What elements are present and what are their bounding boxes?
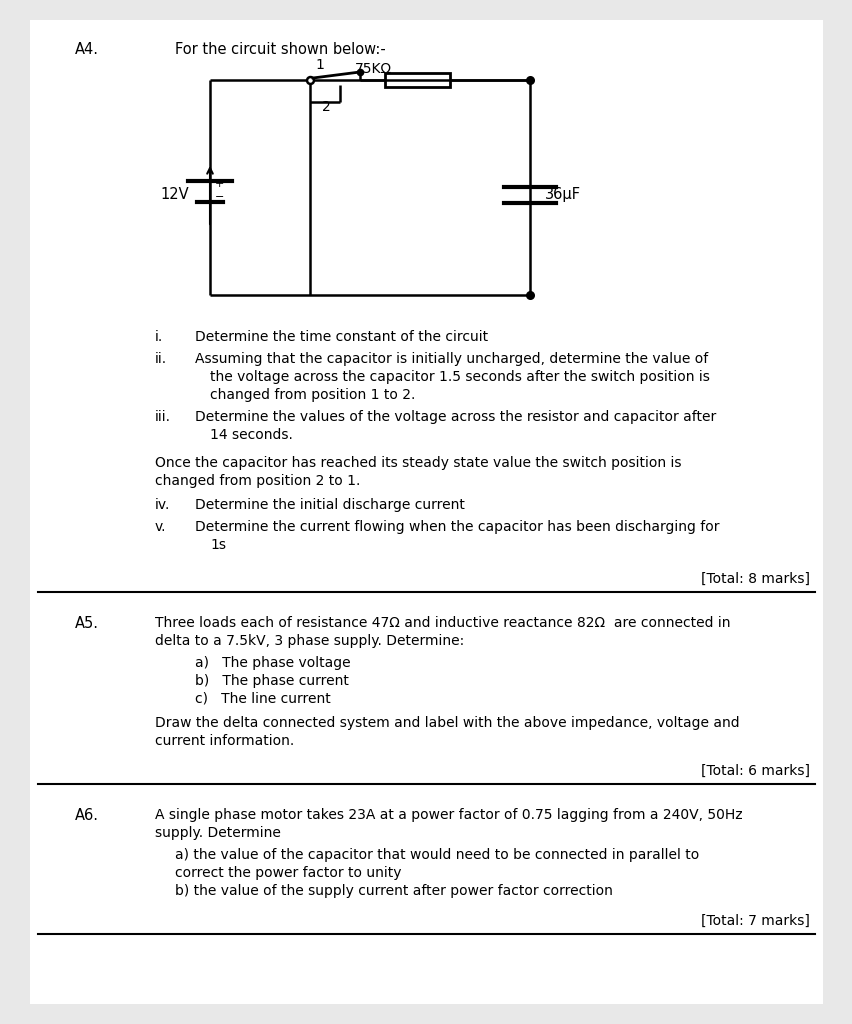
Text: supply. Determine: supply. Determine	[155, 826, 280, 840]
Text: iv.: iv.	[155, 498, 170, 512]
Text: +: +	[215, 179, 224, 189]
Text: iii.: iii.	[155, 410, 170, 424]
Text: current information.: current information.	[155, 734, 294, 748]
Text: Draw the delta connected system and label with the above impedance, voltage and: Draw the delta connected system and labe…	[155, 716, 739, 730]
Text: a) the value of the capacitor that would need to be connected in parallel to: a) the value of the capacitor that would…	[175, 848, 699, 862]
Text: 12V: 12V	[160, 187, 188, 202]
Text: b) the value of the supply current after power factor correction: b) the value of the supply current after…	[175, 884, 612, 898]
Text: [Total: 6 marks]: [Total: 6 marks]	[700, 764, 809, 778]
Text: 1: 1	[314, 58, 324, 72]
Text: For the circuit shown below:-: For the circuit shown below:-	[175, 42, 385, 57]
Text: 1s: 1s	[210, 538, 226, 552]
Text: Once the capacitor has reached its steady state value the switch position is: Once the capacitor has reached its stead…	[155, 456, 681, 470]
FancyBboxPatch shape	[30, 20, 822, 1004]
Text: correct the power factor to unity: correct the power factor to unity	[175, 866, 401, 880]
Text: A6.: A6.	[75, 808, 99, 823]
Text: Determine the current flowing when the capacitor has been discharging for: Determine the current flowing when the c…	[195, 520, 718, 534]
Text: [Total: 8 marks]: [Total: 8 marks]	[700, 572, 809, 586]
Text: 14 seconds.: 14 seconds.	[210, 428, 292, 442]
Text: Three loads each of resistance 47Ω and inductive reactance 82Ω  are connected in: Three loads each of resistance 47Ω and i…	[155, 616, 729, 630]
Text: A single phase motor takes 23A at a power factor of 0.75 lagging from a 240V, 50: A single phase motor takes 23A at a powe…	[155, 808, 742, 822]
Text: −: −	[215, 193, 224, 202]
Text: [Total: 7 marks]: [Total: 7 marks]	[700, 914, 809, 928]
Text: a)   The phase voltage: a) The phase voltage	[195, 656, 350, 670]
Text: 36μF: 36μF	[544, 187, 580, 202]
Bar	[384, 73, 450, 87]
Text: 2: 2	[321, 100, 331, 114]
Text: A4.: A4.	[75, 42, 99, 57]
Text: delta to a 7.5kV, 3 phase supply. Determine:: delta to a 7.5kV, 3 phase supply. Determ…	[155, 634, 463, 648]
Text: the voltage across the capacitor 1.5 seconds after the switch position is: the voltage across the capacitor 1.5 sec…	[210, 370, 709, 384]
Text: v.: v.	[155, 520, 166, 534]
Text: 75KΩ: 75KΩ	[354, 62, 392, 76]
Text: A5.: A5.	[75, 616, 99, 631]
Text: Determine the time constant of the circuit: Determine the time constant of the circu…	[195, 330, 487, 344]
Text: Determine the values of the voltage across the resistor and capacitor after: Determine the values of the voltage acro…	[195, 410, 716, 424]
Text: i.: i.	[155, 330, 163, 344]
Text: changed from position 2 to 1.: changed from position 2 to 1.	[155, 474, 360, 488]
Text: changed from position 1 to 2.: changed from position 1 to 2.	[210, 388, 415, 402]
Text: Determine the initial discharge current: Determine the initial discharge current	[195, 498, 464, 512]
Text: ii.: ii.	[155, 352, 167, 366]
Text: b)   The phase current: b) The phase current	[195, 674, 348, 688]
Text: c)   The line current: c) The line current	[195, 692, 331, 706]
Text: Assuming that the capacitor is initially uncharged, determine the value of: Assuming that the capacitor is initially…	[195, 352, 707, 366]
